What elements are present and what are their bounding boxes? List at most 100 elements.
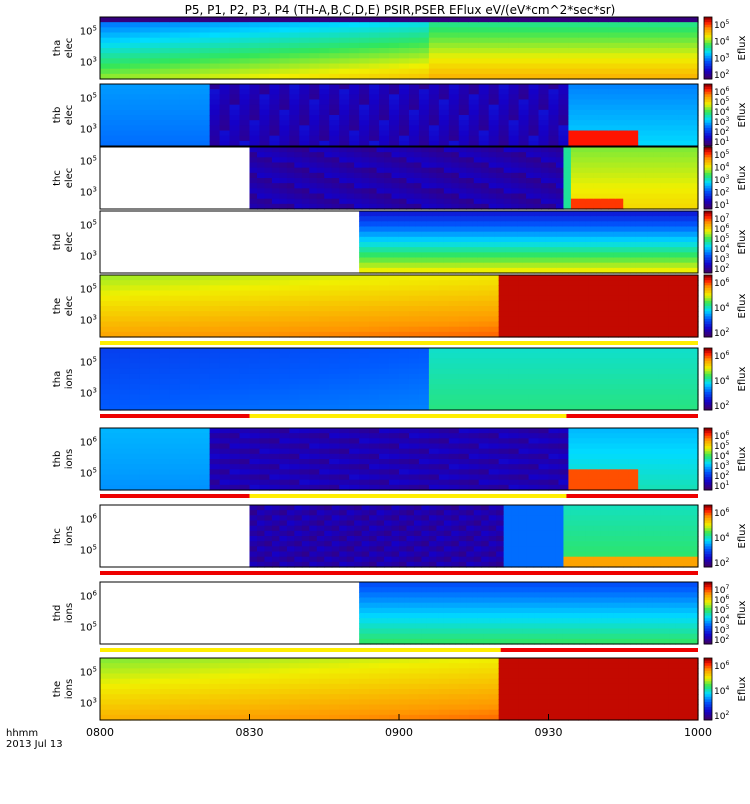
quicklook-status-bar — [100, 648, 501, 652]
x-tick-label: 1000 — [684, 726, 712, 739]
colorbar-tick-label: 102 — [714, 69, 729, 81]
colorbar-tick-label: 104 — [714, 450, 729, 462]
colorbar-tick-label: 103 — [714, 253, 729, 265]
colorbar-tick-label: 103 — [714, 116, 729, 128]
quicklook-status-bar — [249, 414, 567, 418]
colorbar — [703, 83, 713, 147]
panel-the-elec: the elec 105 103 106 104 102 Eflux — [52, 274, 748, 345]
colorbar-tick-label: 105 — [714, 233, 729, 245]
panel-tha-ions: tha ions 105 103 106 104 102 Eflux — [52, 347, 748, 418]
panel-frame — [99, 504, 699, 568]
panel-thc-ions: thc ions 106 105 106 104 102 Eflux — [52, 504, 748, 575]
x-axis-date-label: 2013 Jul 13 — [6, 739, 63, 750]
colorbar — [703, 210, 713, 274]
colorbar-label: Eflux — [737, 446, 748, 471]
panel-ytick-label: 105 — [80, 544, 97, 557]
colorbar-tick-label: 107 — [714, 584, 729, 596]
colorbar-tick-label: 104 — [714, 614, 729, 626]
colorbar-tick-label: 106 — [714, 594, 729, 606]
panel-ylabel-probe: tha — [52, 371, 63, 387]
panel-ytick-label: 105 — [80, 621, 97, 634]
panel-ytick-label: 103 — [80, 123, 97, 136]
colorbar — [703, 504, 713, 568]
panel-ytick-label: 103 — [80, 250, 97, 263]
panel-ytick-label: 105 — [80, 356, 97, 369]
panel-ylabel-probe: tha — [52, 40, 63, 56]
quicklook-status-bar — [100, 341, 698, 345]
colorbar-label: Eflux — [737, 102, 748, 127]
colorbar-tick-label: 101 — [714, 480, 729, 492]
colorbar-tick-label: 101 — [714, 199, 729, 211]
colorbar-tick-label: 105 — [714, 149, 729, 161]
colorbar-tick-label: 105 — [714, 19, 729, 31]
panel-ylabel-probe: thc — [52, 528, 63, 544]
panel-ylabel-probe: thb — [52, 107, 63, 124]
colorbar-label: Eflux — [737, 600, 748, 625]
colorbar-tick-label: 103 — [714, 460, 729, 472]
panel-ylabel-species: ions — [64, 369, 75, 389]
colorbar-label: Eflux — [737, 523, 748, 548]
panel-ylabel-species: elec — [64, 232, 75, 253]
colorbar-tick-label: 105 — [714, 440, 729, 452]
colorbar-tick-label: 105 — [714, 604, 729, 616]
panel-ytick-label: 103 — [80, 387, 97, 400]
colorbar-label: Eflux — [737, 229, 748, 254]
panel-ytick-label: 105 — [80, 25, 97, 38]
panel-ylabel-species: ions — [64, 449, 75, 469]
panel-ytick-label: 106 — [80, 590, 98, 603]
panel-frame — [99, 210, 699, 274]
colorbar-tick-label: 104 — [714, 243, 729, 255]
colorbar-tick-label: 102 — [714, 126, 729, 138]
panel-ylabel-probe: the — [52, 681, 63, 697]
panel-ylabel-species: ions — [64, 679, 75, 699]
x-tick-label: 0800 — [86, 726, 114, 739]
colorbar-tick-label: 103 — [714, 174, 729, 186]
panel-frame — [99, 581, 699, 645]
panel-ytick-label: 106 — [80, 436, 98, 449]
colorbar-tick-label: 102 — [714, 263, 729, 275]
panel-ylabel-probe: thd — [52, 605, 63, 622]
panel-ytick-label: 103 — [80, 186, 97, 199]
colorbar-tick-label: 102 — [714, 327, 729, 339]
panel-frame — [99, 347, 699, 411]
figure-title: P5, P1, P2, P3, P4 (TH-A,B,C,D,E) PSIR,P… — [184, 3, 616, 17]
panel-ylabel-probe: thd — [52, 234, 63, 251]
colorbar-tick-label: 102 — [714, 634, 729, 646]
colorbar-tick-label: 102 — [714, 710, 729, 722]
panel-ytick-label: 103 — [80, 56, 97, 69]
colorbar — [703, 347, 713, 411]
colorbar-tick-label: 102 — [714, 400, 729, 412]
colorbar-tick-label: 106 — [714, 430, 729, 442]
colorbar — [703, 146, 713, 210]
panel-the-ions: the ions 105 103 106 104 102 Eflux — [52, 657, 748, 722]
quicklook-status-bar — [566, 414, 698, 418]
colorbar-tick-label: 106 — [714, 223, 729, 235]
panel-ylabel-probe: the — [52, 298, 63, 314]
panel-frame — [99, 274, 699, 338]
x-axis-format-label: hhmm — [6, 728, 38, 739]
colorbar-tick-label: 104 — [714, 106, 729, 118]
x-tick-label: 0930 — [535, 726, 563, 739]
panel-ytick-label: 105 — [80, 467, 97, 480]
panel-ylabel-species: elec — [64, 38, 75, 59]
colorbar-label: Eflux — [737, 676, 748, 701]
colorbar-tick-label: 103 — [714, 52, 729, 64]
quicklook-status-bar — [500, 648, 698, 652]
panel-frame — [99, 146, 699, 210]
colorbar-tick-label: 106 — [714, 660, 729, 672]
panel-frame — [99, 83, 699, 147]
panel-ytick-label: 103 — [80, 314, 97, 327]
colorbar-label: Eflux — [737, 165, 748, 190]
colorbar — [703, 581, 713, 645]
x-tick-label: 0900 — [385, 726, 413, 739]
colorbar-tick-label: 104 — [714, 532, 729, 544]
quicklook-status-bar — [100, 414, 250, 418]
panel-ytick-label: 105 — [80, 92, 97, 105]
colorbar — [703, 427, 713, 491]
panel-ytick-label: 105 — [80, 219, 97, 232]
